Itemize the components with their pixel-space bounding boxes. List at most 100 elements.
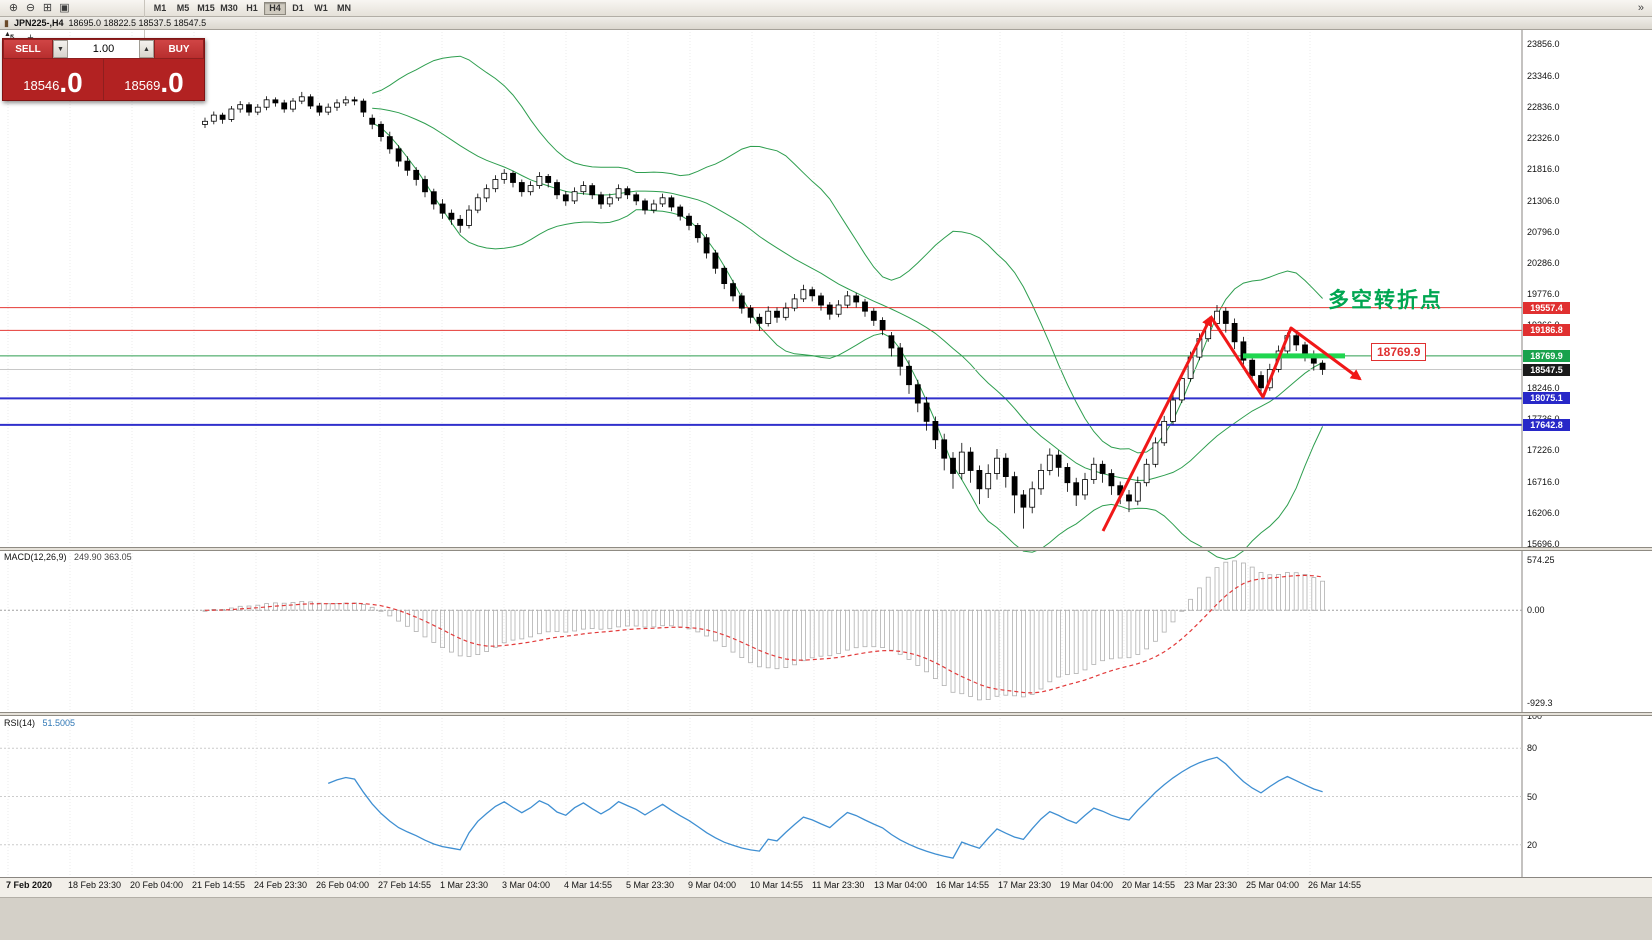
time-axis-label: 19 Mar 04:00 [1060,880,1114,890]
price-axis-label: 23856.0 [1527,39,1560,50]
price-tag: 19557.4 [1523,301,1570,314]
rsi-axis-label: 20 [1527,839,1538,850]
macd-indicator-label: MACD(12,26,9) 249.90 363.05 [4,552,132,562]
candlestick-series [202,91,1326,529]
timeframe-w1[interactable]: W1 [314,3,328,13]
timeframe-h4[interactable]: H4 [264,1,286,15]
zoom-out-icon[interactable]: ⊖ [25,1,36,14]
volume-decrease-button[interactable]: ▼ [53,40,68,58]
time-axis-label: 13 Mar 04:00 [874,880,928,890]
time-axis-label: 10 Mar 14:55 [750,880,804,890]
sell-price-main: 18546 [23,78,60,93]
price-axis-label: 23346.0 [1527,70,1560,81]
time-axis-label: 1 Mar 23:30 [440,880,489,890]
top-toolbar: ▦新订单◫▤▥▶自动交易╫▮≈⊕⊖⊞▣▸→↖+│─╱∥ƒ◯↗A∑⊙ M1M5M1… [0,0,1652,76]
time-axis-label: 18 Feb 23:30 [68,880,122,890]
price-axis-label: 15696.0 [1527,539,1560,550]
macd-axis-label: 0.00 [1527,605,1545,616]
chart-symbol: JPN225-,H4 [13,18,64,28]
grid-toggle-icon[interactable]: ⊞ [42,1,53,14]
one-click-trading-panel: SELL ▼ 1.00 ▲ BUY 18546.0 18569.0 [2,38,205,101]
panel-separator[interactable] [0,547,1652,551]
timeframe-m5[interactable]: M5 [176,3,190,13]
price-axis-label: 22326.0 [1527,133,1560,144]
price-axis-label: 18246.0 [1527,382,1560,393]
time-axis-label: 27 Feb 14:55 [378,880,432,890]
price-axis-label: 19776.0 [1527,289,1560,300]
chart-window-icon: ▮ [4,17,9,28]
price-tag: 18075.1 [1523,392,1570,405]
timeframe-m30[interactable]: M30 [220,3,238,13]
tile-windows-icon[interactable]: ▣ [59,1,70,14]
price-axis-label: 21306.0 [1527,195,1560,206]
time-axis-label: 25 Mar 04:00 [1246,880,1300,890]
rsi-axis-label: 100 [1527,711,1543,721]
macd-name: MACD(12,26,9) [4,552,67,562]
time-axis-label: 17 Mar 23:30 [998,880,1052,890]
timeframe-switcher: M1 M5 M15 M30 H1 H4 D1 W1 MN [145,1,359,15]
time-axis-label: 21 Feb 14:55 [192,880,246,890]
crosshair-icon[interactable]: + [22,31,39,46]
time-axis-label: 5 Mar 23:30 [626,880,675,890]
price-axis-label: 20796.0 [1527,226,1560,237]
price-tag: 19186.8 [1523,324,1570,337]
turning-point-annotation: 多空转折点 [1328,289,1443,312]
volume-control: ▼ 1.00 ▲ [53,39,154,59]
toolbar-overflow-icon[interactable]: » [1637,2,1644,14]
zoom-in-icon[interactable]: ⊕ [8,1,19,14]
time-axis-label: 7 Feb 2020 [6,880,53,890]
time-axis-label: 23 Mar 23:30 [1184,880,1238,890]
rsi-name: RSI(14) [4,718,36,728]
price-axis-label: 16206.0 [1527,507,1560,518]
sell-price[interactable]: 18546.0 [3,59,103,100]
time-axis-label: 3 Mar 04:00 [502,880,551,890]
time-axis-label: 26 Feb 04:00 [316,880,370,890]
price-divider [103,59,104,100]
time-axis-label: 26 Mar 14:55 [1308,880,1362,890]
rsi-axis-label: 80 [1527,743,1538,754]
time-axis-label: 9 Mar 04:00 [688,880,737,890]
sell-button[interactable]: SELL [3,39,53,59]
trade-panel-collapse-icon[interactable]: ▲ [4,31,11,38]
timeframe-m15[interactable]: M15 [197,3,215,13]
chart-ohlc-values: 18695.0 18822.5 18537.5 18547.5 [68,18,207,28]
price-tag: 18547.5 [1523,363,1570,376]
volume-input[interactable]: 1.00 [68,40,139,58]
price-axis-label: 20286.0 [1527,258,1560,269]
bottom-strip [0,897,1652,940]
time-axis-label: 24 Feb 23:30 [254,880,308,890]
timeframe-h1[interactable]: H1 [246,3,258,13]
time-axis-label: 4 Mar 14:55 [564,880,613,890]
timeframe-d1[interactable]: D1 [292,3,304,13]
price-tag: 17642.8 [1523,418,1570,431]
price-flag-label: 18769.9 [1371,343,1427,361]
buy-price-pips: .0 [160,67,184,98]
macd-axis-label: -929.3 [1527,698,1553,708]
rsi-axis-label: 50 [1527,791,1538,802]
cursor-icon[interactable]: ↖ [5,31,22,46]
sell-price-pips: .0 [59,67,83,98]
panel-separator[interactable] [0,712,1652,716]
price-axis-label: 16716.0 [1527,476,1560,487]
chart-title-bar: ▮ JPN225-,H4 18695.0 18822.5 18537.5 185… [0,17,1652,30]
timeframe-mn[interactable]: MN [337,3,351,13]
timeframe-m1[interactable]: M1 [153,3,167,13]
chart-background [0,30,1652,877]
buy-price-main: 18569 [124,78,161,93]
price-axis-label: 21816.0 [1527,164,1560,175]
rsi-indicator-label: RSI(14) 51.5005 [4,718,75,728]
time-axis-label: 11 Mar 23:30 [812,880,865,890]
time-axis-label: 20 Mar 14:55 [1122,880,1176,890]
macd-values: 249.90 363.05 [74,552,132,562]
volume-increase-button[interactable]: ▲ [139,40,154,58]
time-axis-label: 16 Mar 14:55 [936,880,990,890]
buy-button[interactable]: BUY [154,39,204,59]
time-axis [0,877,1652,897]
price-axis-label: 22836.0 [1527,101,1560,112]
price-tag: 18769.9 [1523,349,1570,362]
time-axis-label: 20 Feb 04:00 [130,880,184,890]
macd-axis-label: 574.25 [1527,555,1555,565]
buy-price[interactable]: 18569.0 [104,59,204,100]
